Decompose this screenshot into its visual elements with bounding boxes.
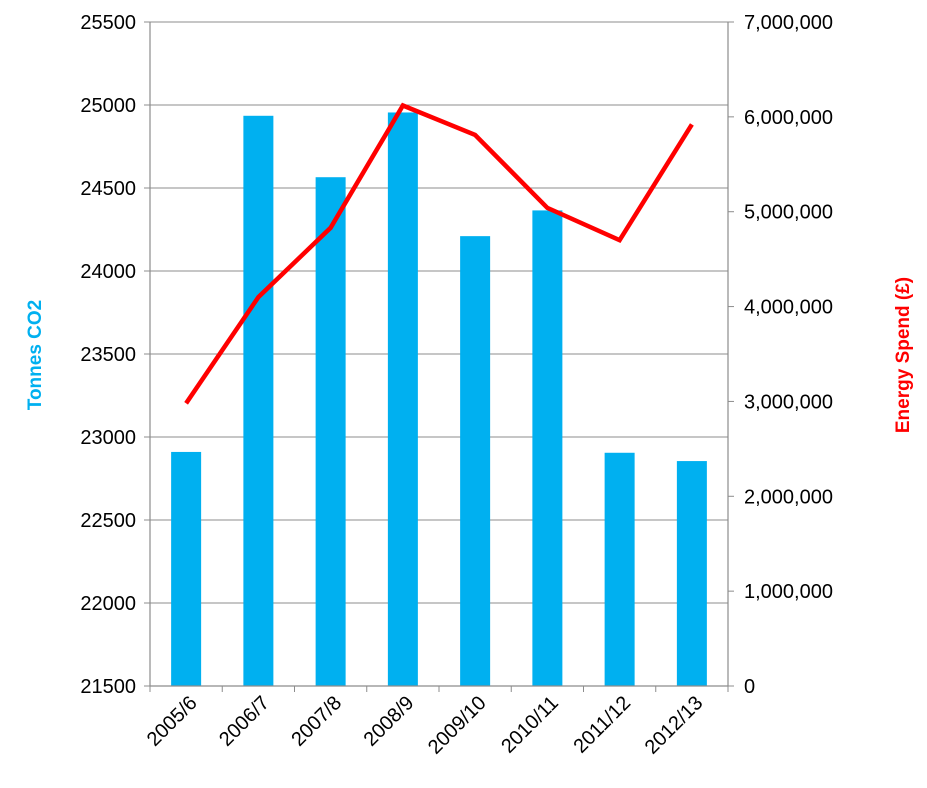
y-right-tick-label: 3,000,000 (744, 391, 833, 413)
y-right-tick-label: 5,000,000 (744, 202, 833, 224)
x-tick-label: 2007/8 (287, 692, 346, 751)
y-right-tick-label: 1,000,000 (744, 581, 833, 603)
energy-spend-line (184, 102, 694, 405)
bar (243, 115, 274, 687)
bar (171, 451, 202, 686)
y-left-tick-label: 25000 (80, 95, 136, 117)
line-series (184, 102, 694, 405)
y-axis-left-title: Tonnes CO2 (25, 300, 46, 411)
y-left-tick-label: 25500 (80, 12, 136, 34)
y-right-tick-label: 6,000,000 (744, 107, 833, 129)
bar-series (171, 112, 707, 687)
y-left-tick-label: 24500 (80, 178, 136, 200)
x-tick-label: 2008/9 (360, 692, 419, 751)
x-tick-label: 2010/11 (497, 692, 563, 758)
axes (144, 21, 734, 692)
bar (604, 452, 635, 686)
x-tick-label: 2009/10 (424, 692, 491, 759)
gridlines (150, 21, 728, 604)
y-right-tick-label: 2,000,000 (744, 486, 833, 508)
y-left-tick-label: 23000 (80, 427, 136, 449)
y-left-tick-label: 22000 (80, 593, 136, 615)
y-right-tick-label: 0 (744, 676, 755, 698)
y-left-tick-label: 22500 (80, 510, 136, 532)
bar (460, 236, 491, 686)
y-right-tick-label: 7,000,000 (744, 12, 833, 34)
x-tick-label: 2012/13 (641, 692, 708, 759)
x-tick-label: 2006/7 (215, 692, 274, 751)
bar (532, 210, 563, 686)
y-right-tick-label: 4,000,000 (744, 297, 833, 319)
y-left-tick-label: 21500 (80, 676, 136, 698)
y-axis-right-title: Energy Spend (£) (893, 277, 914, 433)
y-left-tick-label: 23500 (80, 344, 136, 366)
bar (676, 461, 707, 686)
x-tick-label: 2011/12 (570, 692, 636, 758)
bar (315, 177, 346, 686)
bar (387, 112, 418, 687)
x-tick-label: 2005/6 (143, 692, 202, 751)
y-left-tick-label: 24000 (80, 261, 136, 283)
